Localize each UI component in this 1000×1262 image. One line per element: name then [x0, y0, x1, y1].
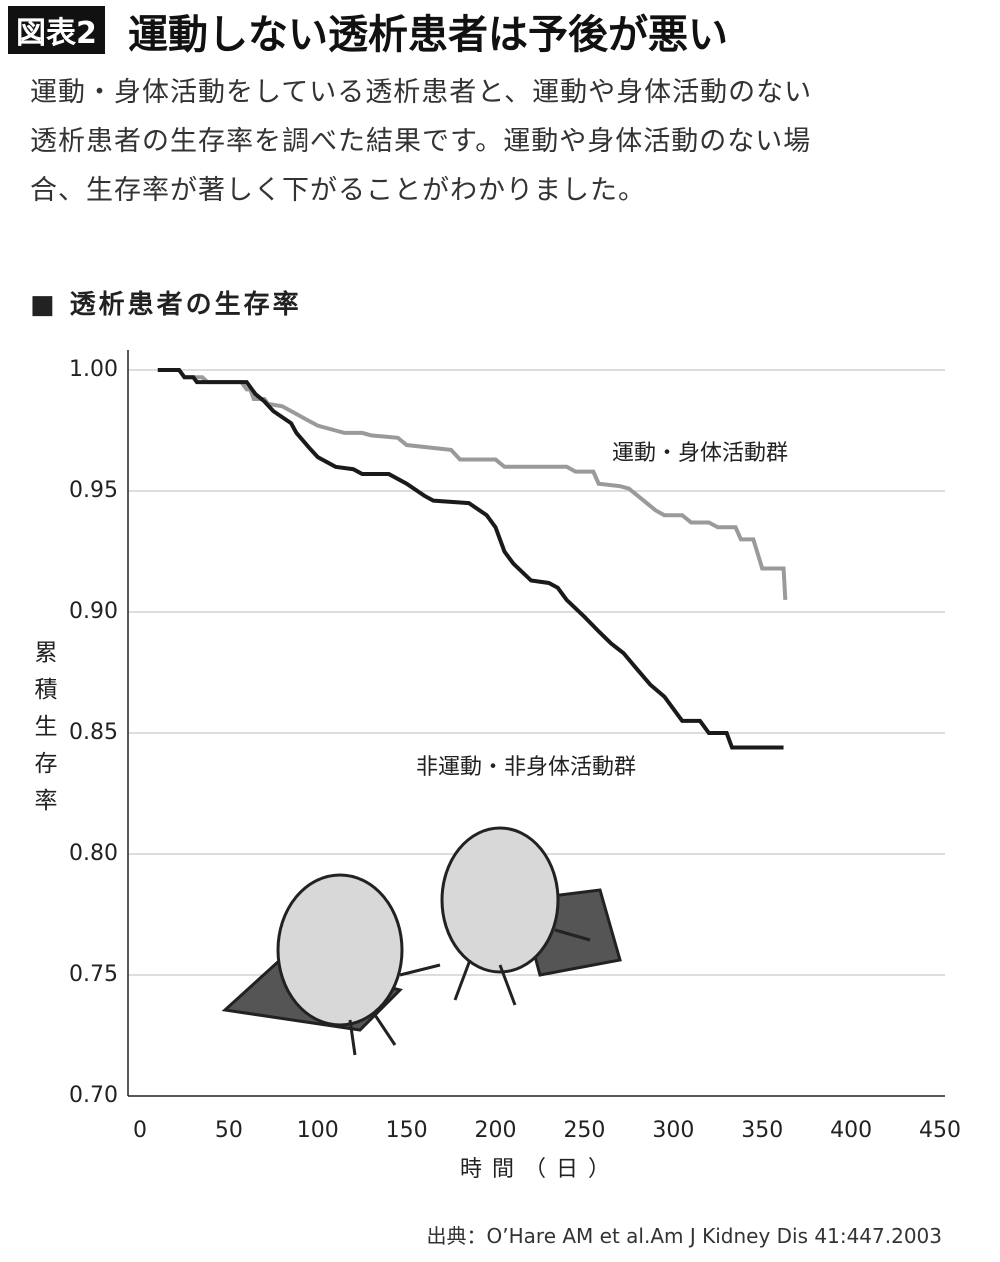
x-tick-label: 150 [386, 1118, 428, 1143]
x-tick-label: 0 [133, 1118, 147, 1143]
description-line: 運動・身体活動をしている透析患者と、運動や身体活動のない [30, 77, 813, 108]
y-tick-label: 0.80 [69, 841, 118, 866]
chart-title: ■ 透析患者の生存率 [30, 290, 302, 320]
illustration [221, 826, 622, 1056]
limbs [348, 963, 441, 1056]
limbs [453, 928, 591, 1006]
figure-tag: 図表2 [8, 6, 105, 54]
y-tick-label: 0.95 [69, 478, 118, 503]
y-tick-label: 1.00 [69, 357, 118, 382]
kidney-character [276, 873, 404, 1027]
x-tick-label: 100 [297, 1118, 339, 1143]
series-label: 運動・身体活動群 [612, 441, 788, 466]
series-line [157, 368, 784, 750]
x-axis-label: 時間（日） [460, 1157, 620, 1182]
description-line: 透析患者の生存率を調べた結果です。運動や身体活動のない場 [30, 126, 812, 157]
kidney-character [440, 826, 560, 974]
x-tick-label: 50 [215, 1118, 243, 1143]
y-tick-label: 0.70 [69, 1083, 118, 1108]
y-axis-label: 累積生存率 [30, 640, 56, 825]
page-title: 運動しない透析患者は予後が悪い [128, 12, 728, 58]
x-tick-label: 200 [475, 1118, 517, 1143]
description-line: 合、生存率が著しく下がることがわかりました。 [30, 175, 646, 206]
x-tick-label: 350 [741, 1118, 783, 1143]
x-tick-label: 300 [652, 1118, 694, 1143]
y-tick-label: 0.75 [69, 962, 118, 987]
y-tick-label: 0.85 [69, 720, 118, 745]
x-tick-label: 250 [563, 1118, 605, 1143]
x-tick-label: 400 [830, 1118, 872, 1143]
x-tick-label: 450 [919, 1118, 961, 1143]
description: 運動・身体活動をしている透析患者と、運動や身体活動のない 透析患者の生存率を調べ… [30, 68, 812, 215]
series-label: 非運動・非身体活動群 [416, 755, 636, 780]
y-tick-label: 0.90 [69, 599, 118, 624]
series-line [157, 368, 788, 601]
source: 出典：O’Hare AM et al.Am J Kidney Dis 41:44… [426, 1224, 942, 1248]
